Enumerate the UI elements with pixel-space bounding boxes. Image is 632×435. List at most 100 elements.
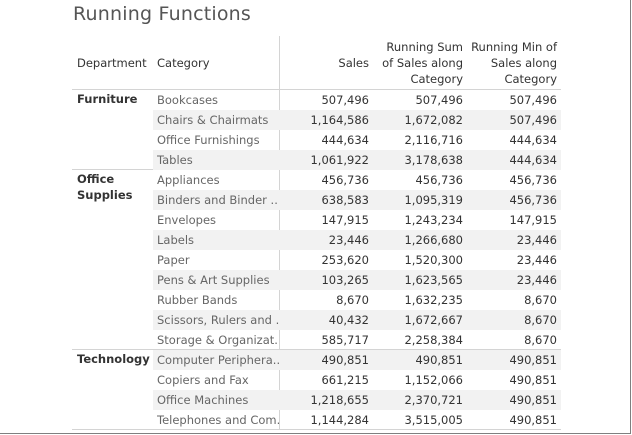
header-department[interactable]: Department	[77, 56, 147, 70]
table-row[interactable]: Labels 23,446 1,266,680 23,446	[0, 230, 632, 250]
running-sum-cell[interactable]: 1,672,667	[404, 313, 463, 327]
category-cell[interactable]: Envelopes	[157, 213, 217, 227]
table-row[interactable]: Appliances 456,736 456,736 456,736	[0, 170, 632, 190]
running-min-cell[interactable]: 23,446	[516, 253, 557, 267]
department-label-line: Supplies	[77, 188, 133, 202]
running-min-cell[interactable]: 490,851	[509, 353, 557, 367]
running-sum-cell[interactable]: 1,632,235	[404, 293, 463, 307]
running-sum-cell[interactable]: 3,178,638	[404, 153, 463, 167]
department-label-line: Technology	[77, 352, 150, 366]
running-min-cell[interactable]: 456,736	[509, 193, 557, 207]
running-sum-cell[interactable]: 490,851	[415, 353, 463, 367]
running-min-cell[interactable]: 444,634	[509, 133, 557, 147]
department-label-line: Office	[77, 172, 115, 186]
table-row[interactable]: Office Furnishings 444,634 2,116,716 444,63…	[0, 130, 632, 150]
header-running-sum-line-3: Category	[410, 72, 463, 86]
table-bottom	[72, 429, 561, 430]
running-min-cell[interactable]: 490,851	[509, 373, 557, 387]
sales-cell[interactable]: 8,670	[336, 293, 369, 307]
running-sum-cell[interactable]: 2,116,716	[404, 133, 463, 147]
sales-cell[interactable]: 661,215	[321, 373, 369, 387]
category-cell[interactable]: Appliances	[157, 173, 220, 187]
department-label[interactable]: Office Supplies	[77, 171, 153, 203]
running-min-cell[interactable]: 507,496	[509, 93, 557, 107]
category-cell[interactable]: Paper	[157, 253, 190, 267]
table-row[interactable]: Pens & Art Supplies 103,265 1,623,565 23,44…	[0, 270, 632, 290]
table-row[interactable]: Rubber Bands 8,670 1,632,235 8,670	[0, 290, 632, 310]
running-sum-cell[interactable]: 456,736	[415, 173, 463, 187]
running-min-cell[interactable]: 456,736	[509, 173, 557, 187]
sales-cell[interactable]: 1,218,655	[310, 393, 369, 407]
sales-cell[interactable]: 1,061,922	[310, 153, 369, 167]
running-min-cell[interactable]: 8,670	[524, 293, 557, 307]
category-cell[interactable]: Storage & Organizat..	[157, 333, 279, 347]
category-cell[interactable]: Telephones and Com..	[157, 413, 279, 427]
table-row[interactable]: Telephones and Com.. 1,144,284 3,515,005 49…	[0, 410, 632, 430]
table-row[interactable]: Office Machines 1,218,655 2,370,721 490,851	[0, 390, 632, 410]
header-running-min[interactable]: Running Min of Sales along Category	[466, 39, 557, 87]
table-row[interactable]: Envelopes 147,915 1,243,234 147,915	[0, 210, 632, 230]
table-row[interactable]: Paper 253,620 1,520,300 23,446	[0, 250, 632, 270]
running-sum-cell[interactable]: 1,623,565	[404, 273, 463, 287]
running-min-cell[interactable]: 147,915	[509, 213, 557, 227]
sales-cell[interactable]: 507,496	[321, 93, 369, 107]
running-sum-cell[interactable]: 507,496	[415, 93, 463, 107]
table-row[interactable]: Copiers and Fax 661,215 1,152,066 490,851	[0, 370, 632, 390]
category-cell[interactable]: Copiers and Fax	[157, 373, 249, 387]
running-sum-cell[interactable]: 2,258,384	[404, 333, 463, 347]
table-row[interactable]: Storage & Organizat.. 585,717 2,258,384 8,6…	[0, 330, 632, 350]
table-row[interactable]: Scissors, Rulers and .. 40,432 1,672,667 8,…	[0, 310, 632, 330]
sales-cell[interactable]: 444,634	[321, 133, 369, 147]
sales-cell[interactable]: 253,620	[321, 253, 369, 267]
sales-cell[interactable]: 147,915	[321, 213, 369, 227]
header-category[interactable]: Category	[157, 56, 210, 70]
running-sum-cell[interactable]: 1,152,066	[404, 373, 463, 387]
running-min-cell[interactable]: 490,851	[509, 393, 557, 407]
sales-cell[interactable]: 23,446	[328, 233, 369, 247]
table-row[interactable]: Tables 1,061,922 3,178,638 444,634	[0, 150, 632, 170]
running-min-cell[interactable]: 8,670	[524, 333, 557, 347]
running-sum-cell[interactable]: 1,266,680	[404, 233, 463, 247]
category-cell[interactable]: Office Furnishings	[157, 133, 260, 147]
category-cell[interactable]: Computer Periphera..	[157, 353, 279, 367]
running-sum-cell[interactable]: 1,095,319	[404, 193, 463, 207]
running-min-cell[interactable]: 507,496	[509, 113, 557, 127]
table-row[interactable]: Computer Periphera.. 490,851 490,851 490,85…	[0, 350, 632, 370]
table-row[interactable]: Binders and Binder .. 638,583 1,095,319 456…	[0, 190, 632, 210]
running-min-cell[interactable]: 8,670	[524, 313, 557, 327]
header-running-sum[interactable]: Running Sum of Sales along Category	[375, 39, 463, 87]
table-row[interactable]: Bookcases 507,496 507,496 507,496	[0, 90, 632, 110]
sales-cell[interactable]: 1,164,586	[310, 113, 369, 127]
category-cell[interactable]: Binders and Binder ..	[157, 193, 278, 207]
sales-cell[interactable]: 456,736	[321, 173, 369, 187]
sales-cell[interactable]: 1,144,284	[310, 413, 369, 427]
running-min-cell[interactable]: 23,446	[516, 273, 557, 287]
running-sum-cell[interactable]: 3,515,005	[404, 413, 463, 427]
running-min-cell[interactable]: 490,851	[509, 413, 557, 427]
category-cell[interactable]: Office Machines	[157, 393, 249, 407]
category-cell[interactable]: Labels	[157, 233, 195, 247]
department-label[interactable]: Technology	[77, 351, 153, 367]
sales-cell[interactable]: 490,851	[321, 353, 369, 367]
sales-cell[interactable]: 103,265	[321, 273, 369, 287]
sales-cell[interactable]: 638,583	[321, 193, 369, 207]
running-sum-cell[interactable]: 1,243,234	[404, 213, 463, 227]
running-sum-cell[interactable]: 1,520,300	[404, 253, 463, 267]
table-row[interactable]: Chairs & Chairmats 1,164,586 1,672,082 507,…	[0, 110, 632, 130]
sales-cell[interactable]: 585,717	[321, 333, 369, 347]
running-sum-cell[interactable]: 2,370,721	[404, 393, 463, 407]
running-min-cell[interactable]: 444,634	[509, 153, 557, 167]
category-cell[interactable]: Bookcases	[157, 93, 219, 107]
category-cell[interactable]: Tables	[157, 153, 193, 167]
running-min-cell[interactable]: 23,446	[516, 233, 557, 247]
header-sales[interactable]: Sales	[338, 56, 369, 70]
category-cell[interactable]: Rubber Bands	[157, 293, 238, 307]
category-cell[interactable]: Chairs & Chairmats	[157, 113, 269, 127]
running-sum-cell[interactable]: 1,672,082	[404, 113, 463, 127]
category-cell[interactable]: Pens & Art Supplies	[157, 273, 270, 287]
sales-cell[interactable]: 40,432	[328, 313, 369, 327]
category-cell[interactable]: Scissors, Rulers and ..	[157, 313, 279, 327]
header-running-sum-line-2: of Sales along	[382, 56, 463, 70]
department-label[interactable]: Furniture	[77, 91, 153, 107]
